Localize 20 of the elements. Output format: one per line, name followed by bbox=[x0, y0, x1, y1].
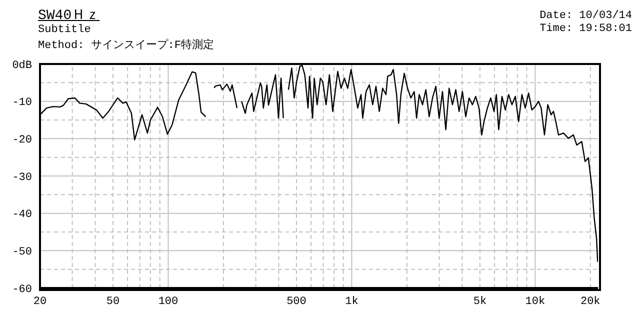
x-tick-label: 20 bbox=[33, 296, 47, 308]
y-tick-label: -20 bbox=[12, 134, 32, 147]
x-tick-label: 1k bbox=[345, 296, 359, 308]
y-tick-label: -30 bbox=[12, 172, 32, 184]
text: Date: 10/03/14 bbox=[540, 10, 632, 22]
x-tick-label: 100 bbox=[158, 296, 178, 308]
x-tick-label: 50 bbox=[106, 296, 120, 308]
y-tick-label: -40 bbox=[12, 209, 32, 222]
y-tick-label: -10 bbox=[12, 97, 32, 110]
x-tick-label: 500 bbox=[286, 296, 306, 308]
chart-title: SW40Ｈｚ bbox=[38, 8, 100, 24]
y-tick-label: -50 bbox=[12, 246, 32, 259]
chart-subtitle: Subtitle bbox=[38, 24, 91, 36]
y-tick-label: -60 bbox=[12, 284, 32, 296]
x-tick-label: 5k bbox=[473, 296, 487, 308]
x-tick-label: 10k bbox=[525, 296, 546, 308]
text: Method: サインスイープ:F特測定 bbox=[38, 40, 214, 52]
y-tick-label: 0dB bbox=[12, 60, 32, 72]
x-tick-label: 20k bbox=[580, 296, 601, 308]
text: Time: 19:58:01 bbox=[540, 23, 632, 35]
